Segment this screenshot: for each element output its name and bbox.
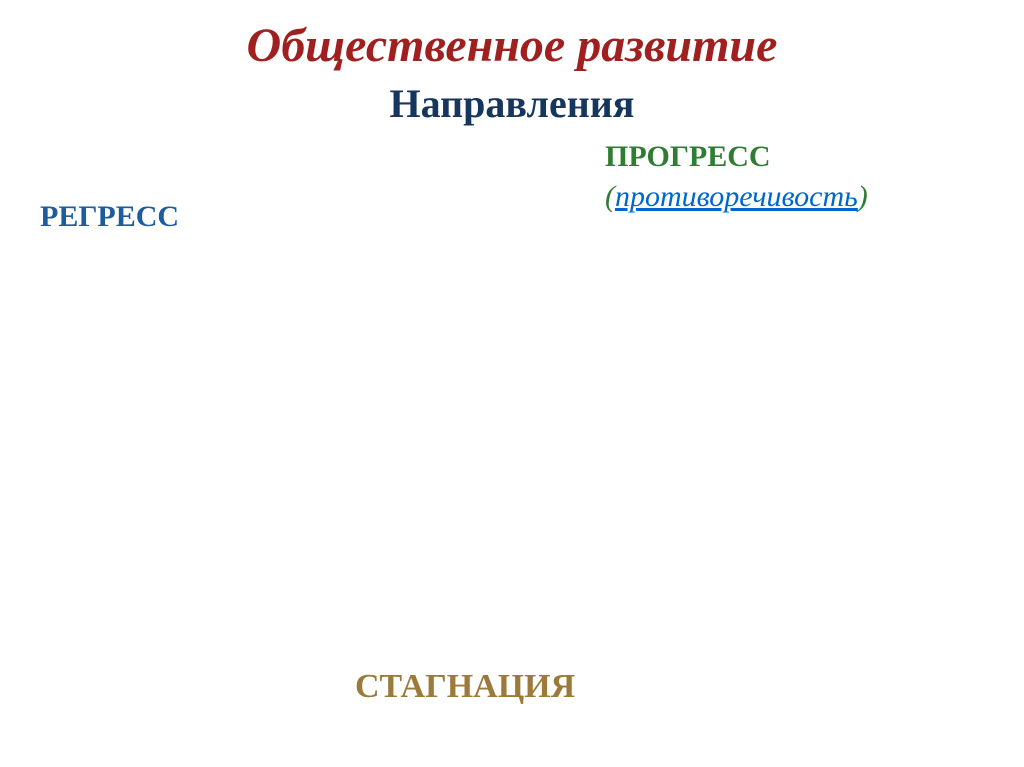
label-contradiction[interactable]: противоречивость bbox=[615, 180, 858, 213]
slide-title: Общественное развитие bbox=[0, 18, 1024, 73]
paren-close: ) bbox=[858, 180, 868, 213]
label-regress: РЕГРЕСС bbox=[40, 200, 179, 234]
label-stagnation: СТАГНАЦИЯ bbox=[355, 668, 575, 706]
paren-open: ( bbox=[605, 180, 615, 213]
label-contradiction-line: (противоречивость) bbox=[605, 180, 868, 214]
label-progress: ПРОГРЕСС bbox=[605, 140, 868, 174]
slide-subtitle: Направления bbox=[0, 80, 1024, 127]
label-progress-block: ПРОГРЕСС (противоречивость) bbox=[605, 140, 868, 214]
